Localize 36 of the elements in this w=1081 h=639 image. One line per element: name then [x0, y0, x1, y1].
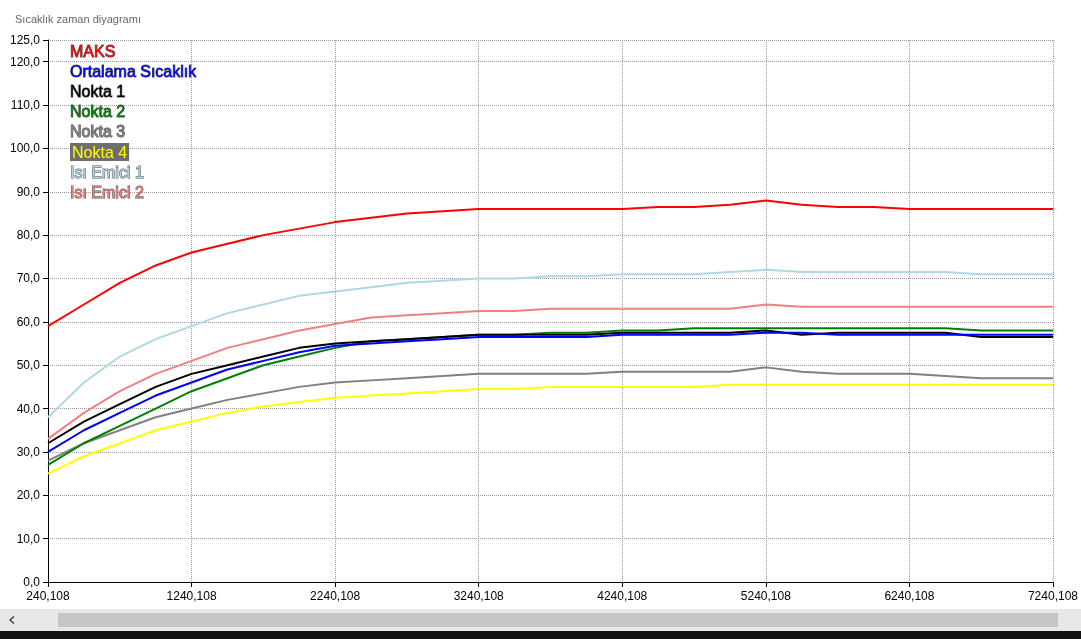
x-tick-label: 7240,108 — [1027, 589, 1079, 603]
y-tick-label: 125,0 — [9, 33, 41, 47]
text: Isı Emici 1 — [70, 164, 144, 181]
x-tick-label: 6240,108 — [884, 589, 935, 603]
line-series — [47, 366, 1054, 462]
x-tick-label: 240,108 — [26, 589, 71, 603]
text: Nokta 4 — [72, 143, 128, 161]
line-series — [47, 199, 1054, 328]
y-tick-label: 80,0 — [16, 228, 41, 243]
line-series — [47, 268, 1054, 419]
text: Nokta 3 — [70, 123, 126, 140]
chart-title: Sıcaklık zaman diyagramı — [15, 12, 141, 25]
text: MAKS — [70, 43, 116, 60]
y-tick-label: 90,0 — [16, 184, 41, 199]
text: Ortalama Sıcaklık — [70, 63, 198, 80]
text: Isı Emici 2 — [70, 184, 144, 201]
x-tick-label: 1240,108 — [166, 589, 217, 603]
y-tick-label: 120,0 — [9, 54, 41, 69]
y-tick-label: 0,0 — [23, 575, 41, 589]
y-tick-label: 50,0 — [16, 358, 41, 373]
y-tick-label: 10,0 — [16, 531, 41, 546]
text: Nokta 2 — [70, 103, 126, 120]
line-series — [47, 383, 1054, 475]
y-tick-label: 110,0 — [10, 98, 41, 113]
y-tick-label: 20,0 — [16, 488, 41, 503]
x-tick-label: 5240,108 — [740, 589, 792, 603]
y-tick-label: 40,0 — [16, 401, 41, 416]
text: Nokta 1 — [70, 83, 126, 100]
y-tick-label: 60,0 — [16, 314, 41, 329]
x-tick-label: 2240,108 — [310, 589, 361, 603]
line-series — [47, 303, 1054, 440]
y-tick-label: 100,0 — [9, 141, 41, 156]
x-tick-label: 4240,108 — [597, 589, 648, 603]
x-tick-label: 3240,108 — [453, 589, 505, 603]
y-tick-label: 30,0 — [16, 444, 41, 459]
y-tick-label: 70,0 — [16, 271, 41, 286]
